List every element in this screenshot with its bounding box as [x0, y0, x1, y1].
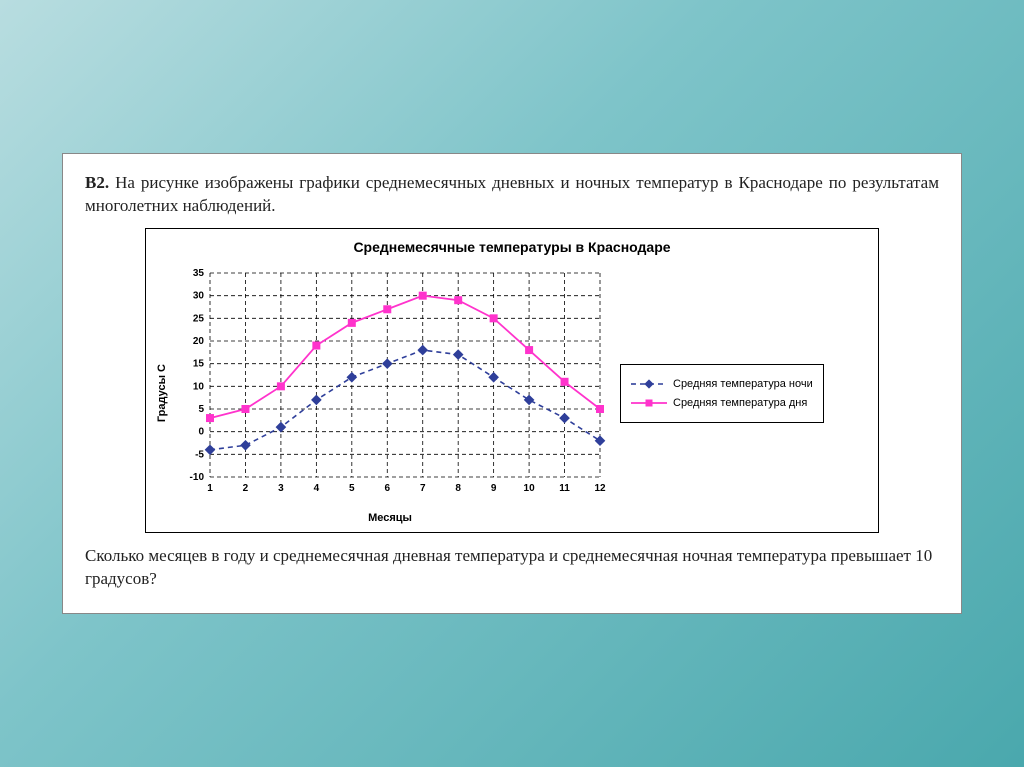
svg-text:11: 11 [559, 483, 570, 494]
legend-label: Средняя температура дня [673, 396, 807, 410]
svg-text:4: 4 [314, 483, 320, 494]
svg-text:12: 12 [594, 483, 606, 494]
svg-text:3: 3 [278, 483, 284, 494]
svg-text:-10: -10 [190, 472, 205, 483]
question-text: Сколько месяцев в году и среднемесячная … [85, 545, 939, 591]
x-axis-label: Месяцы [170, 512, 610, 524]
marker-square [526, 347, 533, 354]
marker-square [207, 415, 214, 422]
slide-card: В2. На рисунке изображены графики средне… [62, 153, 962, 614]
svg-text:1: 1 [207, 483, 213, 494]
svg-text:20: 20 [193, 336, 205, 347]
svg-text:10: 10 [524, 483, 536, 494]
svg-text:7: 7 [420, 483, 426, 494]
chart-frame: Среднемесячные температуры в Краснодаре … [145, 228, 879, 533]
marker-square [561, 378, 568, 385]
marker-square [313, 342, 320, 349]
svg-text:15: 15 [193, 359, 205, 370]
svg-text:30: 30 [193, 291, 205, 302]
chart-row: Градусы C -10-50510152025303512345678910… [154, 263, 870, 524]
legend-item: Средняя температура ночи [631, 377, 813, 391]
legend-swatch [631, 396, 667, 410]
svg-text:10: 10 [193, 381, 205, 392]
plot-wrap: Градусы C -10-50510152025303512345678910… [154, 263, 610, 524]
marker-square [384, 306, 391, 313]
problem-statement: В2. На рисунке изображены графики средне… [85, 172, 939, 218]
plot-column: -10-505101520253035123456789101112 Месяц… [170, 263, 610, 524]
svg-text:2: 2 [243, 483, 249, 494]
marker-square [419, 292, 426, 299]
marker-square [277, 383, 284, 390]
chart-title: Среднемесячные температуры в Краснодаре [154, 239, 870, 255]
legend-item: Средняя температура дня [631, 396, 813, 410]
problem-prefix: В2. [85, 173, 109, 192]
svg-text:35: 35 [193, 268, 205, 279]
svg-text:6: 6 [384, 483, 390, 494]
chart-svg: -10-505101520253035123456789101112 [170, 263, 610, 503]
legend: Средняя температура ночи Средняя температ… [620, 364, 824, 423]
marker-square [597, 406, 604, 413]
marker-square [348, 319, 355, 326]
svg-text:5: 5 [198, 404, 204, 415]
svg-text:25: 25 [193, 313, 205, 324]
problem-body: На рисунке изображены графики среднемеся… [85, 173, 939, 215]
svg-text:8: 8 [455, 483, 461, 494]
legend-label: Средняя температура ночи [673, 377, 813, 391]
svg-text:-5: -5 [195, 449, 204, 460]
svg-text:9: 9 [491, 483, 497, 494]
svg-text:5: 5 [349, 483, 355, 494]
y-axis-label: Градусы C [154, 364, 170, 422]
legend-swatch [631, 377, 667, 391]
marker-square [242, 406, 249, 413]
svg-text:0: 0 [198, 427, 204, 438]
marker-square [490, 315, 497, 322]
marker-square [455, 297, 462, 304]
